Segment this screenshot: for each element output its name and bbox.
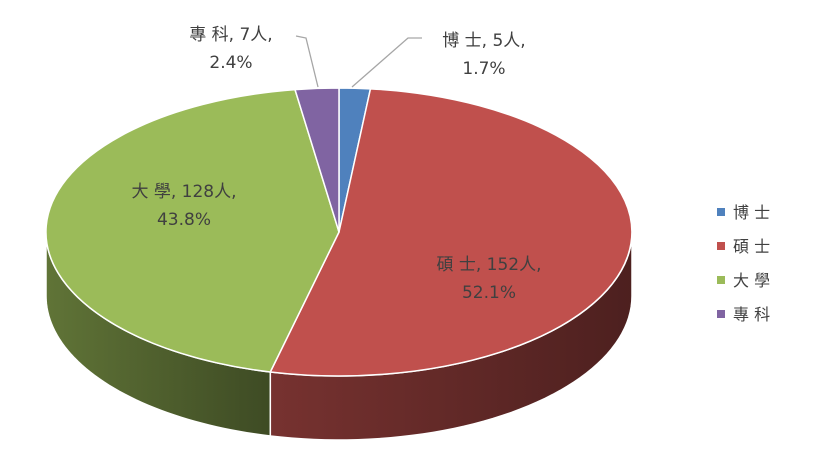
legend-swatch-2 bbox=[717, 276, 725, 284]
slice-3 bbox=[294, 87, 340, 233]
legend-swatch-3 bbox=[717, 310, 725, 318]
leader-lines bbox=[295, 35, 422, 88]
data-label-percent: 2.4% bbox=[209, 53, 252, 73]
data-label-text: 大 學, 128人, bbox=[131, 182, 236, 202]
data-labels: 博 士, 5人, 1.7% 碩 士, 152人, 52.1% 大 學, 128人, 43.… bbox=[131, 25, 541, 303]
data-label-percent: 52.1% bbox=[462, 283, 516, 303]
slice-1 bbox=[269, 88, 633, 377]
pie-slices bbox=[45, 87, 633, 377]
data-label-percent: 43.8% bbox=[157, 210, 211, 230]
data-label-2: 大 學, 128人, 43.8% bbox=[131, 182, 236, 230]
data-label-1: 碩 士, 152人, 52.1% bbox=[436, 255, 541, 303]
data-label-0: 博 士, 5人, 1.7% bbox=[442, 31, 525, 79]
data-label-text: 專 科, 7人, bbox=[189, 25, 272, 45]
legend-label-2: 大 學 bbox=[733, 271, 770, 290]
data-label-text: 碩 士, 152人, bbox=[436, 255, 541, 275]
legend: 博 士碩 士大 學專 科 bbox=[717, 203, 770, 324]
data-label-3: 專 科, 7人, 2.4% bbox=[189, 25, 272, 73]
slice-2 bbox=[45, 88, 340, 373]
data-label-percent: 1.7% bbox=[462, 59, 505, 79]
data-label-text: 博 士, 5人, bbox=[442, 31, 525, 51]
legend-label-0: 博 士 bbox=[733, 203, 770, 222]
legend-label-1: 碩 士 bbox=[733, 237, 770, 256]
legend-swatch-1 bbox=[717, 242, 725, 250]
leader-line-0 bbox=[351, 37, 422, 88]
legend-swatch-0 bbox=[717, 208, 725, 216]
leader-line-3 bbox=[295, 35, 319, 88]
legend-label-3: 專 科 bbox=[733, 305, 770, 324]
